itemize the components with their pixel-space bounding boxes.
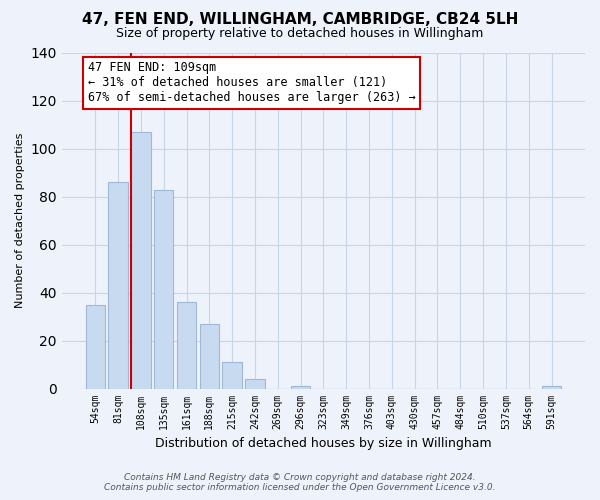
Text: 47, FEN END, WILLINGHAM, CAMBRIDGE, CB24 5LH: 47, FEN END, WILLINGHAM, CAMBRIDGE, CB24…	[82, 12, 518, 28]
Bar	[86, 304, 105, 388]
Bar	[291, 386, 310, 388]
Text: Size of property relative to detached houses in Willingham: Size of property relative to detached ho…	[116, 28, 484, 40]
Bar	[223, 362, 242, 388]
Bar	[245, 379, 265, 388]
Bar	[109, 182, 128, 388]
Y-axis label: Number of detached properties: Number of detached properties	[15, 133, 25, 308]
Bar	[154, 190, 173, 388]
Bar	[200, 324, 219, 388]
Bar	[542, 386, 561, 388]
Bar	[177, 302, 196, 388]
X-axis label: Distribution of detached houses by size in Willingham: Distribution of detached houses by size …	[155, 437, 492, 450]
Text: 47 FEN END: 109sqm
← 31% of detached houses are smaller (121)
67% of semi-detach: 47 FEN END: 109sqm ← 31% of detached hou…	[88, 62, 416, 104]
Bar	[131, 132, 151, 388]
Text: Contains HM Land Registry data © Crown copyright and database right 2024.
Contai: Contains HM Land Registry data © Crown c…	[104, 473, 496, 492]
